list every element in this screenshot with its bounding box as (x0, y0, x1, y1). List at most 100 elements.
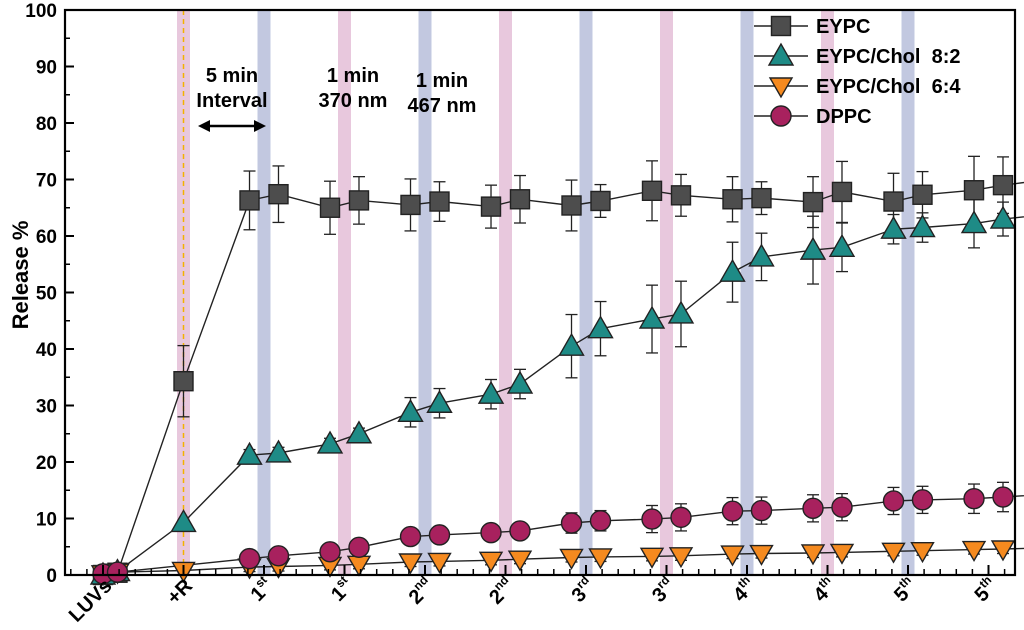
dppc-point (480, 521, 502, 544)
x-category-label: 2nd (483, 573, 519, 609)
band-370nm (499, 10, 512, 575)
eypc-chol-8-2-point (558, 332, 585, 356)
uv467-annotation-line2: 467 nm (408, 95, 477, 117)
eypc-chol-6-4-point (478, 551, 504, 573)
series-markers (89, 174, 1017, 587)
y-tick-label: 60 (36, 227, 57, 248)
eypc-point (319, 197, 341, 218)
eypc-chol-6-4-point (829, 543, 855, 565)
dppc-point (399, 525, 422, 548)
eypc-point (722, 189, 743, 210)
x-category-label: 3rd (646, 573, 680, 607)
legend-label: DPPC (816, 106, 872, 128)
eypc-point (400, 194, 421, 216)
band-370nm (338, 10, 351, 575)
eypc-chol-6-4-point (881, 542, 906, 564)
eypc-point (912, 184, 933, 205)
eypc-chol-8-2-point (477, 380, 505, 404)
eypc-chol-8-2-point (316, 430, 344, 454)
x-category-label: 4th (727, 573, 761, 607)
eypc-point (963, 180, 985, 201)
dppc-point (882, 490, 905, 512)
legend-marker (768, 77, 794, 99)
dppc-point (428, 524, 451, 546)
eypc-point (670, 185, 692, 206)
eypc-chol-8-2-point (170, 509, 197, 533)
dppc-point (802, 497, 824, 520)
dppc-point (963, 488, 985, 510)
eypc-chol-6-4-point (588, 548, 613, 570)
band-467nm (579, 10, 593, 575)
eypc-chol-6-4-point (427, 552, 452, 574)
eypc-chol-6-4-point (668, 547, 694, 569)
legend-marker (770, 15, 792, 37)
band-467nm (740, 10, 754, 575)
eypc-chol-6-4-point (398, 553, 423, 575)
dppc-point (911, 489, 934, 511)
eypc-point (429, 191, 450, 212)
legend-marker (770, 105, 792, 127)
eypc-chol-8-2-point (748, 243, 775, 267)
eypc-point (561, 195, 582, 216)
dppc-point (750, 499, 773, 522)
eypc-point (590, 190, 611, 212)
legend: EYPC EYPC/Chol 8:2 EYPC/Chol 6:4 DPPC (754, 15, 961, 128)
y-axis-title: Release % (8, 221, 33, 330)
eypc-chol-8-2-point (426, 389, 453, 413)
eypc-point (480, 196, 502, 217)
y-tick-label: 70 (36, 171, 57, 192)
eypc-point (348, 190, 370, 211)
dppc-point (641, 508, 663, 530)
eypc-point (992, 174, 1014, 196)
y-tick-label: 40 (36, 340, 57, 361)
dppc-point (238, 547, 261, 570)
y-tick-label: 90 (36, 58, 57, 79)
dppc-point (106, 561, 129, 583)
eypc-chol-8-2-point (880, 215, 907, 239)
eypc-chol-6-4-point (800, 544, 826, 566)
uv467-annotation-line1: 1 min (416, 70, 468, 92)
eypc-chol-8-2-point (799, 236, 827, 260)
eypc-chol-6-4-point (346, 555, 372, 577)
guide-lines (182, 10, 185, 575)
legend-label: EYPC/Chol 6:4 (816, 76, 961, 98)
y-tick-label: 20 (36, 453, 57, 474)
eypc-chol-8-2-point (345, 420, 373, 444)
eypc-point (802, 191, 824, 213)
dppc-point (992, 486, 1014, 508)
eypc-point (509, 189, 531, 210)
eypc-chol-8-2-point (265, 439, 292, 463)
legend-label: EYPC/Chol 8:2 (816, 46, 960, 68)
x-category-label: 5th (968, 573, 1002, 607)
eypc-chol-8-2-point (719, 258, 746, 282)
eypc-chol-8-2-point (960, 210, 988, 234)
y-tick-label: 0 (46, 566, 57, 587)
x-category-label: 4th (807, 573, 841, 607)
y-tick-label: 80 (36, 114, 57, 135)
y-tick-label: 30 (36, 397, 57, 418)
dppc-point (560, 512, 583, 534)
y-axis-ticks: 0 10 20 30 40 50 60 70 80 90 100 (25, 1, 74, 587)
y-tick-label: 50 (36, 284, 57, 305)
eypc-chol-8-2-point (667, 300, 695, 324)
uv370-annotation-line2: 370 nm (319, 90, 388, 112)
eypc-chol-8-2-point (236, 441, 263, 465)
dppc-point (721, 500, 744, 522)
band-467nm (418, 10, 432, 575)
eypc-chol-6-4-point (961, 540, 987, 562)
eypc-chol-6-4-point (559, 548, 584, 570)
dppc-point (267, 545, 290, 567)
x-category-label: +R (163, 575, 197, 609)
eypc-chol-8-2-point (587, 315, 614, 339)
legend-label: EYPC (816, 16, 870, 38)
eypc-point (831, 181, 853, 203)
eypc-chol-6-4-point (990, 540, 1016, 562)
interval-annotation-line2: Interval (196, 90, 267, 112)
eypc-point (268, 183, 289, 205)
legend-marker (767, 42, 795, 66)
x-category-label: 5th (888, 573, 922, 607)
band-370nm (660, 10, 673, 575)
x-category-label: 3rd (566, 573, 600, 607)
dppc-point (831, 496, 853, 518)
